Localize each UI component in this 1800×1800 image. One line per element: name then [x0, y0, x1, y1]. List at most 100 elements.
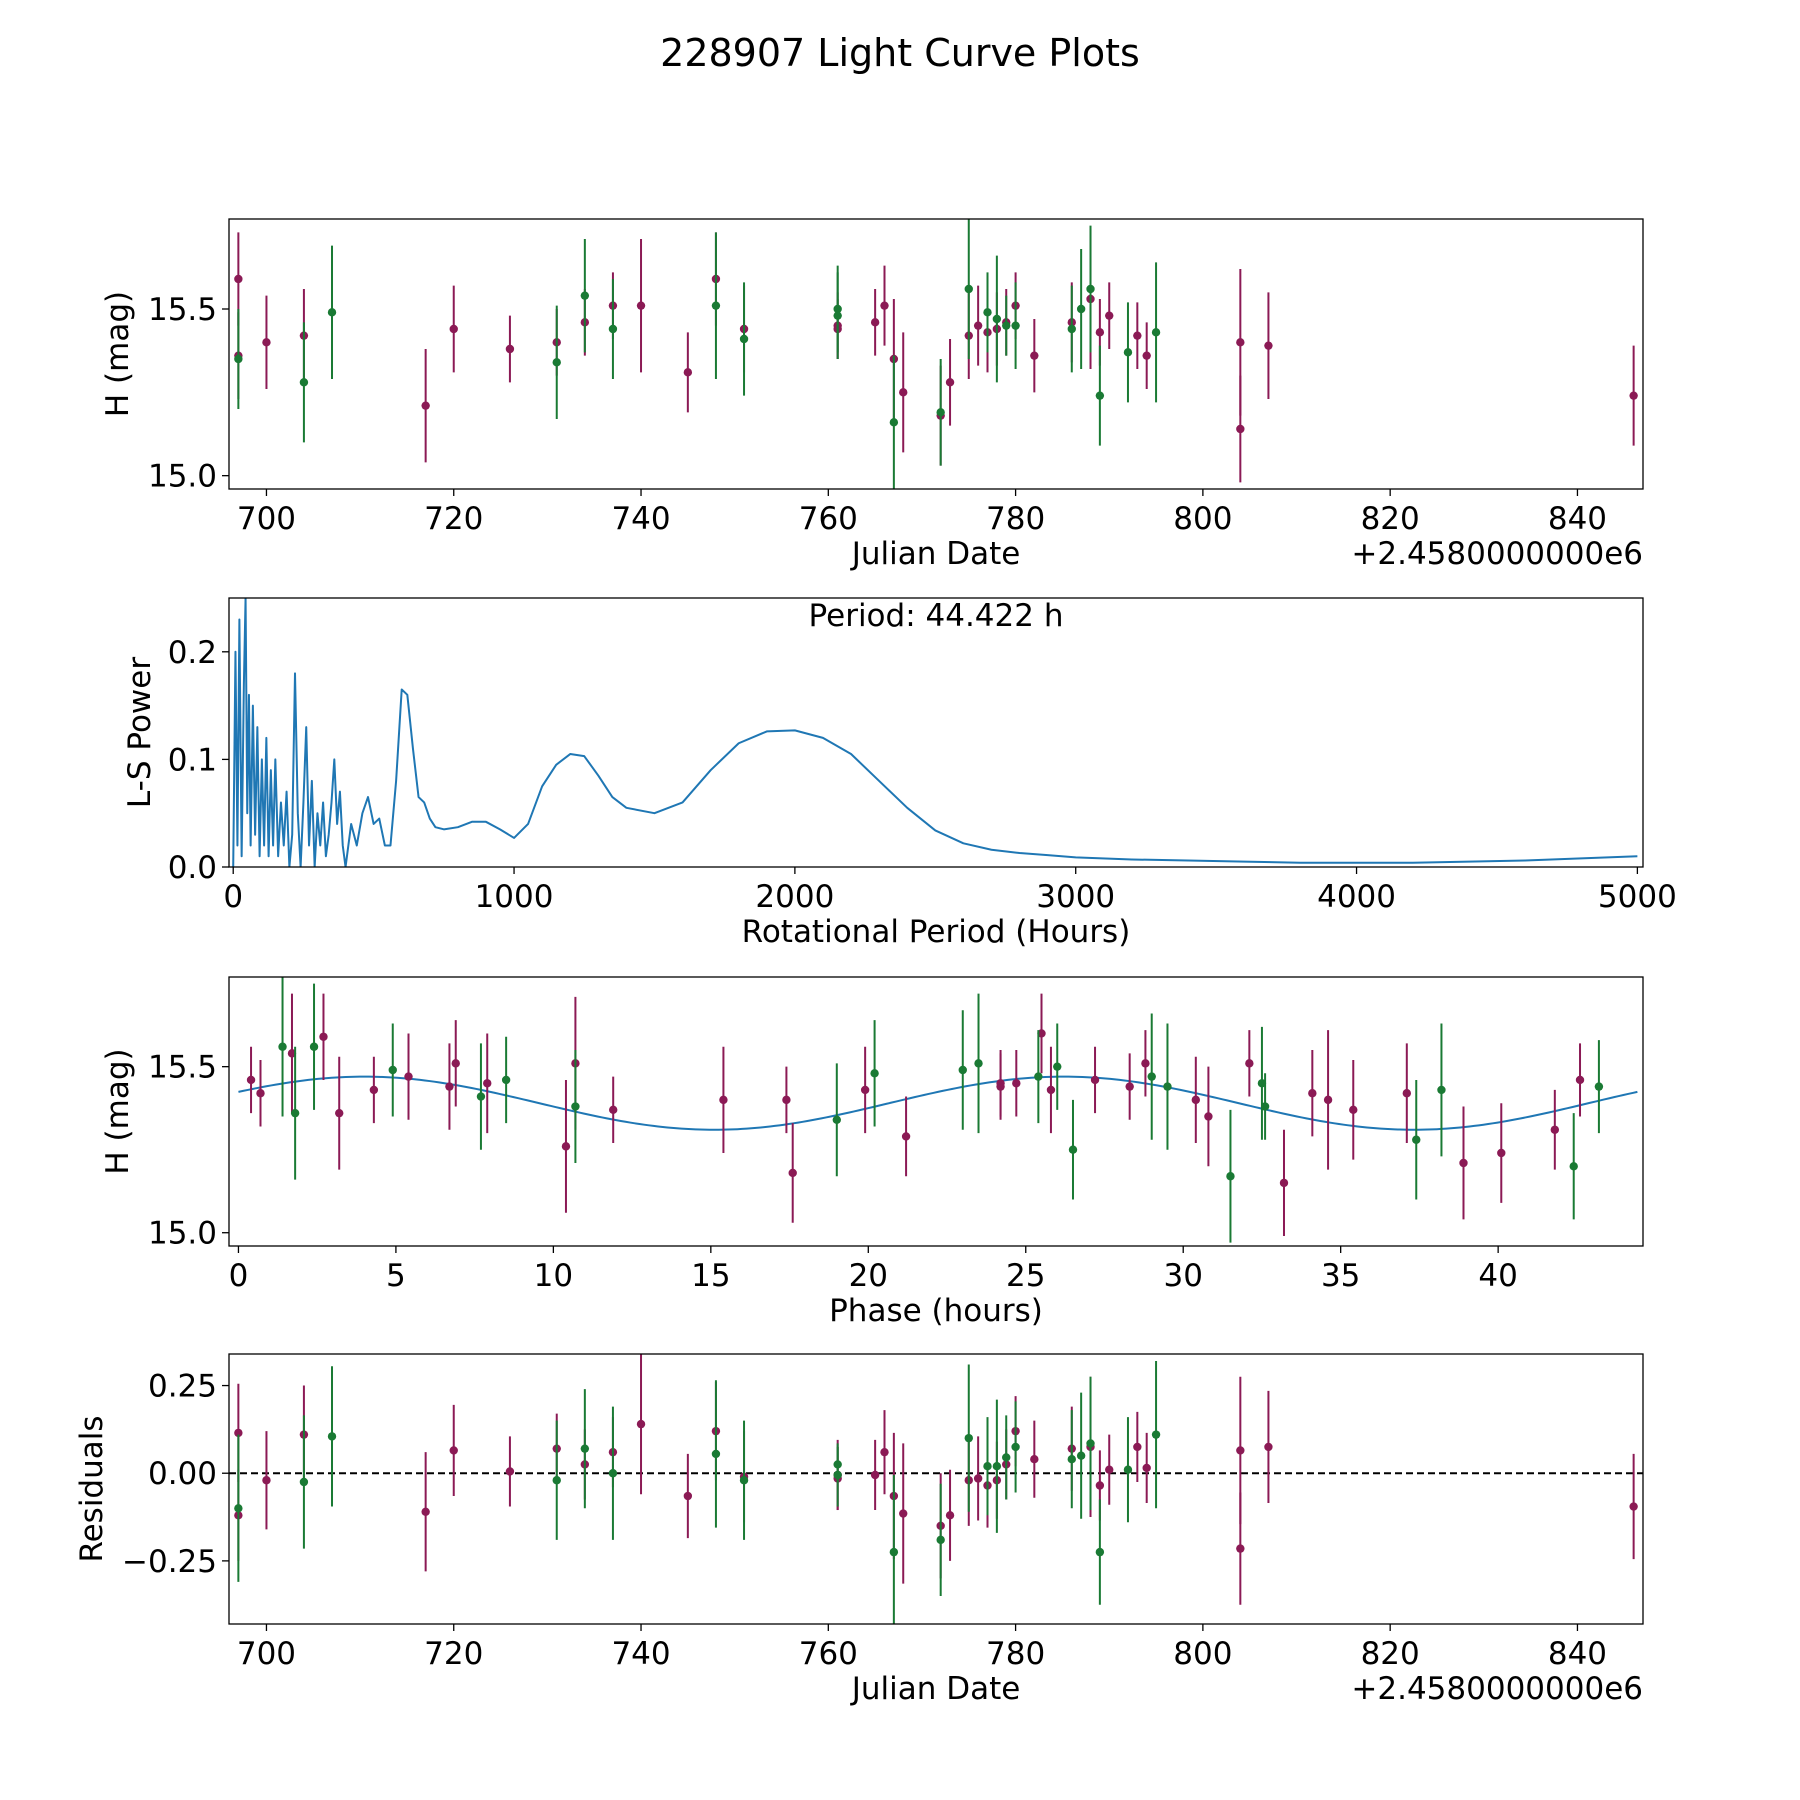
x-tick-label: 4000: [1317, 879, 1396, 915]
green-data-point: [1011, 321, 1020, 330]
plot-area: [232, 598, 1638, 867]
purple-data-point: [1095, 1481, 1105, 1490]
purple-data-point: [449, 324, 458, 334]
green-data-point: [958, 1065, 967, 1075]
purple-data-point: [246, 1075, 256, 1085]
purple-data-point: [1191, 1095, 1201, 1105]
x-tick-label: 3000: [1036, 879, 1115, 915]
x-axis-label: Phase (hours): [829, 1293, 1043, 1329]
x-offset-text: +2.4580000000e6: [1351, 1671, 1643, 1707]
purple-data-point: [421, 401, 430, 410]
y-tick-label: 15.5: [148, 1050, 217, 1086]
green-data-point: [1569, 1162, 1578, 1171]
green-data-point: [501, 1075, 511, 1085]
purple-data-point: [1629, 391, 1638, 400]
x-tick-label: 840: [1548, 1636, 1607, 1672]
y-axis-label: Residuals: [74, 1415, 110, 1562]
purple-data-point: [369, 1085, 379, 1095]
green-data-point: [299, 378, 309, 387]
x-axis-label: Julian Date: [850, 1671, 1021, 1707]
purple-data-point: [945, 378, 955, 387]
x-tick-label: 20: [849, 1258, 888, 1294]
x-tick-label: 760: [799, 1636, 858, 1672]
purple-data-point: [1105, 311, 1114, 320]
purple-data-point: [1125, 1082, 1134, 1091]
purple-data-point: [782, 1095, 791, 1105]
green-data-point: [580, 1444, 590, 1453]
x-axis-label: Rotational Period (Hours): [742, 914, 1131, 950]
green-data-point: [1412, 1135, 1421, 1144]
purple-data-point: [335, 1108, 344, 1118]
x-tick-label: 35: [1321, 1258, 1360, 1294]
x-tick-label: 720: [424, 501, 483, 537]
purple-data-point: [1090, 1075, 1100, 1085]
purple-data-point: [636, 1419, 646, 1429]
purple-data-point: [901, 1132, 911, 1141]
green-data-point: [1123, 348, 1133, 357]
purple-data-point: [973, 1474, 983, 1483]
green-data-point: [1163, 1082, 1172, 1091]
y-tick-label: −0.25: [122, 1544, 217, 1580]
green-data-point: [1260, 1102, 1270, 1111]
green-data-point: [889, 1547, 899, 1557]
purple-data-point: [1279, 1178, 1289, 1188]
purple-data-point: [719, 1095, 728, 1105]
green-data-point: [388, 1065, 397, 1075]
purple-data-point: [1629, 1502, 1638, 1511]
green-data-point: [552, 1476, 561, 1485]
lightcurve-panel: 700 720 740 760 780 800 820 840 15.0 15.5 Julian D…: [100, 218, 1644, 572]
y-axis-label: H (mag): [100, 291, 136, 417]
purple-data-point: [899, 388, 908, 397]
green-data-point: [832, 1115, 841, 1125]
purple-data-point: [1402, 1089, 1412, 1098]
purple-data-point: [483, 1079, 492, 1088]
purple-data-point: [1236, 424, 1245, 434]
x-offset-text: +2.4580000000e6: [1351, 536, 1643, 572]
green-data-point: [1123, 1465, 1133, 1474]
x-tick-label: 25: [1006, 1258, 1045, 1294]
purple-data-point: [683, 368, 693, 377]
green-data-point: [739, 1476, 749, 1485]
plot-area: [238, 977, 1638, 1243]
x-tick-label: 800: [1173, 1636, 1232, 1672]
x-tick-label: 820: [1361, 1636, 1420, 1672]
purple-data-point: [1133, 1442, 1142, 1452]
green-data-point: [1076, 1451, 1086, 1460]
purple-data-point: [1323, 1095, 1333, 1105]
green-data-point: [1011, 1442, 1020, 1452]
phased-panel: 0 5 10 15 20 25 30 35 40 15.0 15.5 Phase (hours) H (…: [100, 976, 1644, 1329]
x-tick-label: 720: [424, 1636, 483, 1672]
periodogram-panel: 0 1000 2000 3000 4000 5000 0.0 0.1 0.2 Rotational…: [122, 597, 1677, 950]
green-data-point: [476, 1092, 486, 1101]
axes-frame: [228, 1353, 1644, 1625]
green-data-point: [1226, 1172, 1235, 1181]
green-data-point: [711, 301, 721, 310]
green-data-point: [1594, 1082, 1604, 1091]
y-axis-label: H (mag): [100, 1048, 136, 1174]
purple-data-point: [505, 344, 515, 354]
purple-data-point: [234, 274, 243, 284]
purple-data-point: [1030, 351, 1039, 360]
green-data-point: [1151, 328, 1161, 337]
green-data-point: [1095, 391, 1105, 400]
green-data-point: [1002, 321, 1011, 330]
purple-data-point: [1133, 331, 1142, 340]
purple-data-point: [1204, 1112, 1213, 1121]
y-tick-label: 0.00: [148, 1456, 217, 1492]
purple-data-point: [1264, 1442, 1273, 1452]
x-tick-label: 15: [691, 1258, 730, 1294]
purple-data-point: [1142, 351, 1151, 360]
purple-data-point: [449, 1446, 458, 1455]
y-tick-label: 0.25: [148, 1369, 217, 1405]
x-tick-label: 0: [229, 1258, 249, 1294]
purple-data-point: [1459, 1158, 1468, 1168]
axes-frame: [228, 218, 1644, 490]
x-tick-label: 780: [986, 1636, 1045, 1672]
axes-frame: [228, 597, 1644, 868]
x-tick-label: 700: [237, 501, 296, 537]
x-tick-label: 800: [1173, 501, 1232, 537]
purple-data-point: [234, 1428, 243, 1438]
x-tick-label: 700: [237, 1636, 296, 1672]
green-data-point: [1076, 304, 1086, 314]
green-data-point: [1002, 1453, 1011, 1462]
